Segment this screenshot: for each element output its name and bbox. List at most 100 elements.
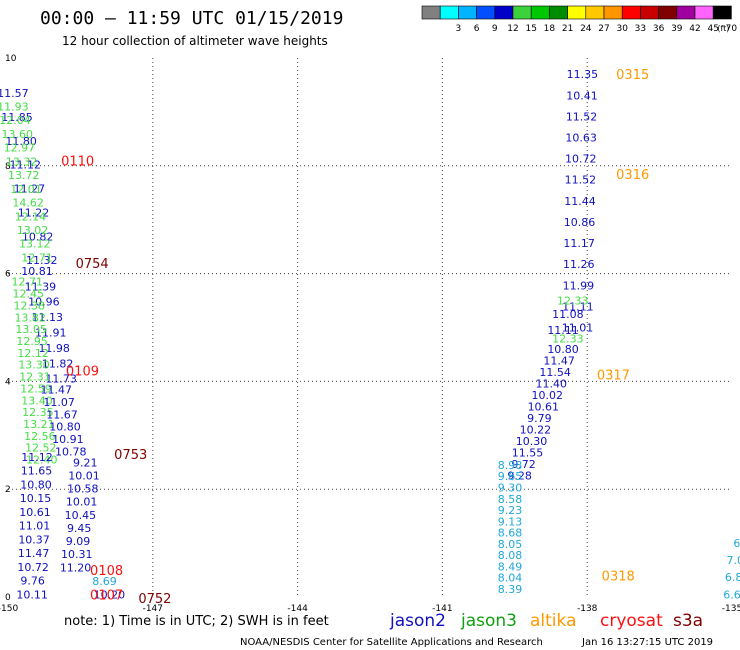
data-point-label: 11.47 (543, 355, 575, 368)
legend-swatch (458, 5, 477, 20)
legend-swatch (694, 5, 714, 20)
data-point-label: 13.82 (14, 311, 46, 324)
x-tick-label: -144 (287, 604, 308, 614)
data-point-label: 12.38 (13, 299, 45, 312)
data-point-label: 11.73 (45, 373, 77, 386)
legend-swatch-label: 45 (707, 24, 718, 34)
time-label: 0317 (597, 368, 630, 383)
legend-swatch (494, 5, 514, 20)
data-point-label: 12.12 (17, 347, 49, 360)
chart-title: 00:00 – 11:59 UTC 01/15/2019 (40, 8, 343, 29)
data-point-label: 11.27 (14, 183, 46, 196)
data-point-label: 10.01 (66, 496, 98, 509)
legend-swatch-label: 9 (492, 24, 498, 34)
legend-swatch (603, 5, 623, 20)
y-tick-label: 0 (5, 593, 11, 603)
data-point-label: 11.54 (539, 366, 571, 379)
data-point-label: 11.55 (512, 447, 544, 460)
data-point-label: 10.61 (528, 401, 560, 414)
x-tick-label: -150 (0, 604, 18, 614)
data-point-label: 13.72 (8, 169, 40, 182)
data-point-label: 11.57 (0, 87, 29, 100)
data-point-label: 11.47 (41, 383, 73, 396)
legend-swatch (585, 5, 605, 20)
data-point-label: 11.65 (21, 465, 53, 478)
data-point-label: 11.17 (563, 237, 595, 250)
chart-subtitle: 12 hour collection of altimeter wave hei… (62, 34, 328, 48)
data-point-label: 11.11 (562, 300, 594, 313)
data-point-label: 9.45 (67, 522, 92, 535)
time-label: 0315 (616, 68, 649, 83)
data-point-label: 10.72 (17, 561, 49, 574)
data-point-label: 10.72 (565, 153, 597, 166)
data-point-label: 11.01 (19, 520, 51, 533)
legend-swatch (439, 5, 459, 20)
grid-lines (8, 58, 732, 597)
time-label: 0754 (76, 257, 109, 272)
legend-swatch-label: 18 (544, 24, 556, 34)
data-point-label: 9.28 (507, 470, 532, 483)
data-point-label: 10.82 (22, 230, 54, 243)
data-point-label: 11.13 (32, 311, 64, 324)
time-labels: 0315 0316 0317 0318 0110 0109 0108 0107 0754 0753… (61, 68, 649, 607)
data-point-label: 6.6 (723, 588, 740, 601)
legend-swatch (712, 5, 732, 20)
data-point-label: 11.35 (567, 68, 599, 81)
data-point-label: 10.30 (516, 435, 548, 448)
data-point-label: 10.11 (16, 588, 48, 601)
legend-swatch-label: 36 (653, 24, 665, 34)
data-point-label: 10.61 (19, 506, 51, 519)
data-point-label: 11.82 (42, 357, 74, 370)
time-label: 0107 (90, 588, 123, 603)
legend-unit: (ft) (717, 24, 729, 33)
data-point-label: 10.80 (49, 421, 81, 434)
data-point-label: 11.47 (18, 547, 50, 560)
legend-swatch (658, 5, 678, 20)
data-point-label: 10.02 (532, 389, 564, 402)
legend-swatch (567, 5, 587, 20)
data-point-label: 10.22 (520, 424, 552, 437)
data-point-label: 11.85 (1, 111, 33, 124)
footer-timestamp: Jan 16 13:27:15 UTC 2019 (581, 637, 713, 648)
time-label: 0753 (114, 448, 147, 463)
legend-swatch (549, 5, 568, 20)
legend-swatch-label: 42 (689, 24, 700, 34)
data-point-label: 12.40 (26, 454, 58, 467)
data-point-label: 10.20 (94, 588, 126, 601)
legend-swatch (512, 5, 532, 20)
x-tick-label: -135 (722, 604, 740, 614)
data-point-label: 13.30 (18, 359, 50, 372)
legend-swatch-label: 12 (507, 24, 518, 34)
data-point-label: 8.69 (92, 575, 117, 588)
data-point-label: 11.01 (562, 322, 594, 335)
data-point-label: 11.93 (0, 101, 29, 114)
data-point-label: 10.63 (565, 132, 597, 145)
legend-swatch-label: 33 (635, 24, 646, 34)
data-point-label: 12.71 (12, 276, 44, 289)
legend-swatch-label: 21 (562, 24, 573, 34)
legend-swatch-label: 30 (616, 24, 628, 34)
data-point-label: 8.98 (498, 459, 523, 472)
x-tick-label: -141 (432, 604, 452, 614)
data-point-label: 13.32 (6, 155, 38, 168)
data-point-label: 11.12 (21, 451, 53, 464)
data-point-label: 11.39 (25, 280, 57, 293)
data-point-label: 10.37 (18, 533, 50, 546)
data-point-label: 8.68 (498, 527, 523, 540)
data-point-label: 11.08 (552, 308, 584, 321)
satellite-legend-altika: altika (530, 611, 577, 631)
data-point-label: 14.62 (12, 197, 44, 210)
data-point-label: 10.96 (28, 296, 60, 309)
data-point-label: 7.0 (726, 554, 740, 567)
data-point-label: 12.14 (15, 210, 47, 223)
data-point-label: 11.99 (563, 279, 595, 292)
data-point-label: 12.71 (21, 251, 53, 264)
time-label: 0109 (66, 365, 99, 380)
data-point-label: 12.33 (552, 332, 584, 345)
data-point-label: 12.31 (19, 371, 51, 384)
axis-ticks: -150 -147 -144 -141 -138 -135 0 2 4 6 8 10 (0, 54, 740, 614)
data-point-label: 9.79 (527, 412, 552, 425)
time-label: 0752 (138, 592, 171, 607)
time-label: 0316 (616, 168, 649, 183)
data-point-label: 8.08 (498, 549, 523, 562)
